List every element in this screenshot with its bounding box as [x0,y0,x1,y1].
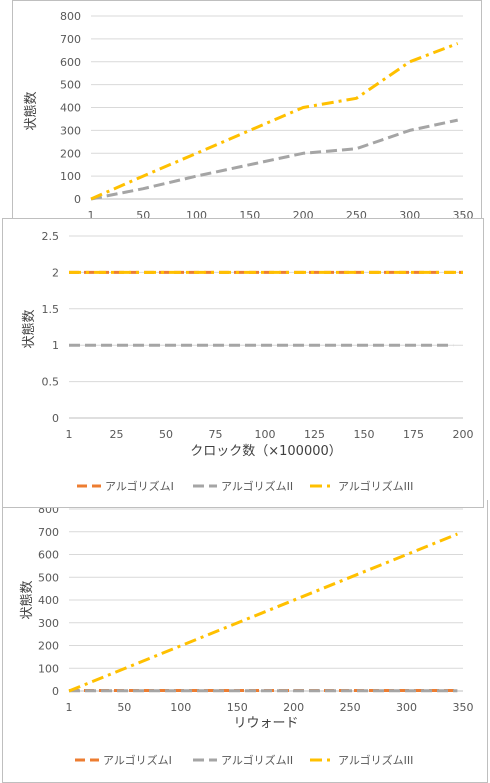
y-tick-label: 600 [38,549,59,562]
y-tick-label: 400 [38,594,59,607]
series-line-alg3 [68,532,458,693]
y-tick-label: 2.5 [42,230,60,243]
y-tick-label: 500 [60,79,81,92]
y-tick-label: 0 [52,412,59,425]
y-tick-label: 500 [38,571,59,584]
legend-label-alg2: アルゴリズムII [221,479,293,493]
legend-label-alg1: アルゴリズムI [103,753,172,767]
y-tick-label: 400 [60,102,81,115]
y-tick-label: 200 [38,640,59,653]
x-tick-label: 175 [403,428,424,441]
x-tick-label: 125 [304,428,325,441]
y-tick-label: 700 [60,33,81,46]
x-tick-label: 1 [66,701,73,714]
x-axis-title: クロック数（×100000） [190,444,342,459]
legend-label-alg3: アルゴリズムIII [338,753,413,767]
legend: アルゴリズムI アルゴリズムII アルゴリズムIII [77,479,413,493]
series-line-alg2 [90,118,459,201]
chart-bottom-panel: 0 100 200 300 400 500 600 700 800 1 50 100 150 200 250… [2,500,488,783]
legend-label-alg3: アルゴリズムIII [338,479,413,493]
chart-top-panel: 0 100 200 300 400 500 600 700 800 1 50 100 150 200 250… [12,0,482,230]
y-tick-label: 100 [60,170,81,183]
x-axis-title: リウォード [233,716,298,731]
y-tick-label: 1.5 [42,303,60,316]
y-axis-title: 状態数 [21,309,37,348]
series-line-alg3 [90,42,459,201]
legend-label-alg2: アルゴリズムII [221,753,293,767]
y-tick-label: 0.5 [42,376,60,389]
gridlines [91,15,463,200]
legend: アルゴリズムI アルゴリズムII アルゴリズムIII [75,753,413,767]
y-tick-label: 600 [60,56,81,69]
x-tick-label: 50 [159,428,173,441]
gridlines [69,235,463,419]
x-tick-label: 200 [453,428,474,441]
y-tick-label: 300 [38,617,59,630]
y-axis-title: 状態数 [23,91,39,130]
x-tick-label: 50 [117,701,131,714]
x-tick-label: 300 [396,701,417,714]
x-tick-label: 250 [340,701,361,714]
y-tick-label: 0 [74,193,81,206]
y-tick-label: 700 [38,526,59,539]
x-tick-label: 200 [283,701,304,714]
y-tick-label: 100 [38,662,59,675]
x-tick-label: 1 [88,209,95,222]
x-tick-label: 150 [227,701,248,714]
gridlines [69,508,463,692]
y-tick-label: 1 [52,339,59,352]
x-tick-label: 350 [453,701,474,714]
x-tick-label: 150 [354,428,375,441]
x-tick-label: 75 [209,428,223,441]
x-tick-label: 100 [170,701,191,714]
y-tick-label: 200 [60,147,81,160]
y-tick-label: 800 [60,10,81,23]
chart-middle: 00.511.522.51 25 50 75 100 125 150 175 200状態数クロッ… [21,230,474,493]
x-tick-label: 25 [110,428,124,441]
y-axis-title: 状態数 [19,580,35,619]
y-tick-label: 0 [52,685,59,698]
y-tick-label: 2 [52,266,59,279]
y-tick-label: 300 [60,124,81,137]
legend-label-alg1: アルゴリズムI [105,479,174,493]
chart-middle-panel: 0 0.5 1 1.5 2 2.5 1 25 50 75 100 125 150 175 200 状態数 クロッ… [2,218,484,508]
x-tick-label: 1 [66,428,73,441]
x-tick-label: 100 [255,428,276,441]
